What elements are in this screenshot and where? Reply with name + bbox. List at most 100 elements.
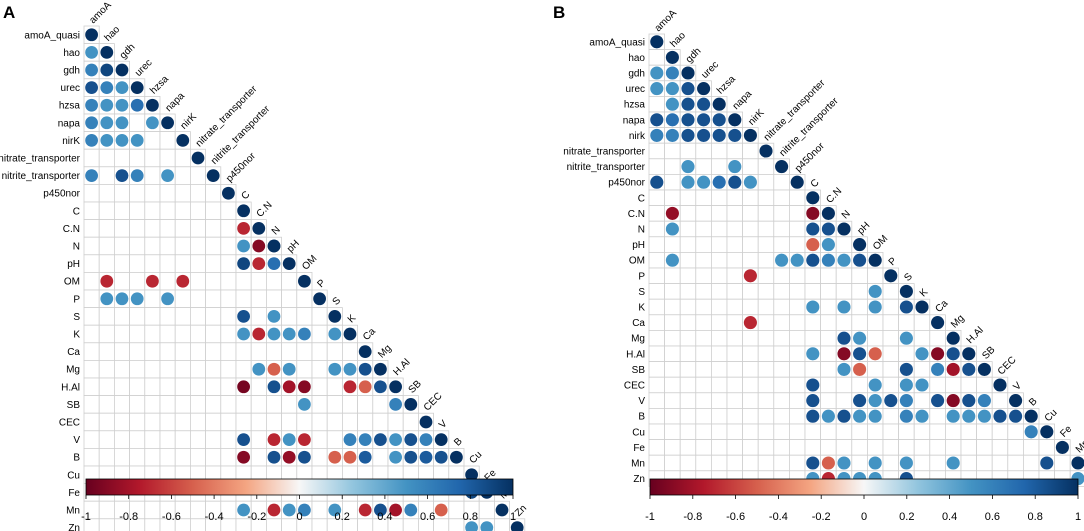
grid-cell <box>726 267 744 285</box>
grid-cell <box>851 454 868 472</box>
correlation-circle <box>100 274 114 288</box>
grid-cell <box>804 314 822 331</box>
row-label: pH <box>632 240 645 251</box>
grid-cell <box>835 283 853 300</box>
grid-cell <box>664 158 681 175</box>
grid-cell <box>726 283 744 300</box>
grid-cell <box>882 423 900 441</box>
grid-cell <box>189 500 206 520</box>
grid-cell <box>695 283 712 300</box>
grid-cell <box>773 283 790 300</box>
correlation-circle <box>115 81 129 94</box>
correlation-circle <box>237 257 250 270</box>
grid-cell <box>757 173 775 191</box>
colorbar-tick-label: 0 <box>296 511 302 523</box>
correlation-circle <box>1024 425 1038 439</box>
row-label: V <box>638 396 645 407</box>
grid-cell <box>189 183 206 203</box>
correlation-circle <box>343 433 357 446</box>
grid-cell <box>205 219 222 238</box>
grid-cell <box>83 447 100 467</box>
row-label: amoA_quasi <box>589 37 645 48</box>
grid-cell <box>789 267 806 285</box>
correlation-circle <box>404 450 418 464</box>
grid-cell <box>726 205 744 222</box>
correlation-circle <box>252 257 266 270</box>
grid-cell <box>929 454 946 472</box>
grid-cell <box>648 236 666 253</box>
grid-cell <box>773 407 790 425</box>
row-label: K <box>638 303 645 314</box>
grid-cell <box>281 307 298 326</box>
row-label: Mn <box>631 459 645 470</box>
grid-cell <box>679 267 697 285</box>
correlation-circle <box>358 380 372 394</box>
grid-cell <box>742 220 759 238</box>
grid-cell <box>742 376 759 394</box>
correlation-circle <box>100 98 114 112</box>
grid-cell <box>991 392 1009 409</box>
correlation-circle-diagonal <box>697 82 711 96</box>
row-label: C <box>638 193 645 204</box>
correlation-circle <box>806 409 820 423</box>
correlation-circle <box>298 503 311 517</box>
grid-cell <box>250 289 267 309</box>
diagonal-label: nirK <box>746 107 767 128</box>
grid-cell <box>159 359 176 379</box>
diagonal-label: Mg <box>949 313 967 331</box>
correlation-circle <box>697 113 711 127</box>
grid-cell <box>711 205 728 222</box>
correlation-circle-diagonal <box>759 144 773 158</box>
grid-cell <box>726 439 744 456</box>
grid-cell <box>726 392 744 409</box>
correlation-circle <box>868 456 882 470</box>
correlation-circle-diagonal <box>495 503 509 517</box>
correlation-circle <box>821 409 835 423</box>
correlation-circle <box>343 450 357 464</box>
grid-cell <box>144 236 161 256</box>
grid-cell <box>129 236 146 256</box>
grid-cell <box>679 236 697 253</box>
correlation-circle <box>298 398 311 411</box>
correlation-circle <box>806 253 820 267</box>
colorbar <box>85 478 514 496</box>
correlation-circle <box>100 63 114 77</box>
correlation-circle <box>267 239 281 253</box>
correlation-circle <box>328 503 342 517</box>
correlation-circle <box>837 362 851 376</box>
row-label: Ca <box>632 318 645 329</box>
grid-cell <box>929 376 946 394</box>
correlation-circle <box>100 292 114 306</box>
grid-cell <box>742 423 759 441</box>
row-label: nirK <box>62 136 80 147</box>
grid-cell <box>773 439 790 456</box>
grid-cell <box>695 454 712 472</box>
grid-cell <box>804 423 822 441</box>
grid-cell <box>144 500 161 520</box>
grid-cell <box>867 361 884 378</box>
grid-cell <box>265 518 282 531</box>
grid-cell <box>281 289 298 309</box>
colorbar-tick-label: -0.6 <box>726 511 745 523</box>
grid-cell <box>726 298 744 316</box>
correlation-circle-diagonal <box>993 378 1007 392</box>
grid-cell <box>114 430 131 449</box>
correlation-circle <box>743 316 757 330</box>
grid-cell <box>144 131 161 150</box>
grid-cell <box>311 518 328 531</box>
grid-cell <box>726 376 744 394</box>
grid-cell <box>664 314 681 331</box>
correlation-circle <box>806 394 820 408</box>
row-label: P <box>638 271 645 282</box>
grid-cell <box>281 271 298 291</box>
grid-cell <box>664 423 681 441</box>
grid-cell <box>695 423 712 441</box>
grid-cell <box>205 412 222 432</box>
correlation-circle <box>252 362 266 376</box>
row-label: N <box>638 225 645 236</box>
correlation-circle <box>85 98 98 112</box>
diagonal-label: Cu <box>1043 407 1060 424</box>
correlation-circle <box>267 503 281 517</box>
grid-cell <box>757 267 775 285</box>
grid-cell <box>98 500 115 520</box>
